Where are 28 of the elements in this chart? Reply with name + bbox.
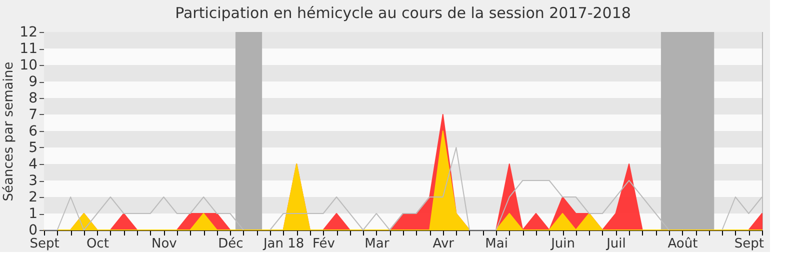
x-tick-label: Déc bbox=[218, 236, 244, 252]
y-tick-label: 7 bbox=[28, 107, 38, 123]
y-tick-label: 12 bbox=[20, 24, 38, 40]
y-tick-label: 2 bbox=[28, 190, 38, 206]
x-tick-label: Juin bbox=[550, 236, 576, 252]
y-tick-label: 9 bbox=[28, 74, 38, 90]
y-tick-label: 8 bbox=[28, 90, 38, 106]
y-axis-title: Séances par semaine bbox=[2, 62, 17, 202]
x-tick-label: Août bbox=[668, 236, 698, 252]
x-tick-label: Fév bbox=[312, 236, 336, 252]
x-tick-label: Oct bbox=[86, 236, 109, 252]
x-tick-label: Nov bbox=[151, 236, 178, 252]
chart-title: Participation en hémicycle au cours de la session 2017-2018 bbox=[175, 4, 631, 22]
x-tick-label: Sept bbox=[30, 236, 60, 252]
x-tick-label: Avr bbox=[432, 236, 455, 252]
y-tick-label: 1 bbox=[28, 206, 38, 222]
y-tick-label: 3 bbox=[28, 173, 38, 189]
y-tick-label: 11 bbox=[20, 41, 38, 57]
y-tick-label: 0 bbox=[28, 222, 38, 238]
x-tick-label: Sept bbox=[734, 236, 764, 252]
y-tick-label: 6 bbox=[28, 124, 38, 140]
y-tick-label: 5 bbox=[28, 140, 38, 156]
x-tick-label: Jan 18 bbox=[262, 236, 304, 252]
y-tick-label: 10 bbox=[20, 58, 38, 74]
x-tick-label: Mar bbox=[364, 236, 390, 252]
x-tick-label: Juil bbox=[606, 236, 626, 252]
x-tick-label: Mai bbox=[485, 236, 508, 252]
y-tick-label: 4 bbox=[28, 156, 38, 172]
